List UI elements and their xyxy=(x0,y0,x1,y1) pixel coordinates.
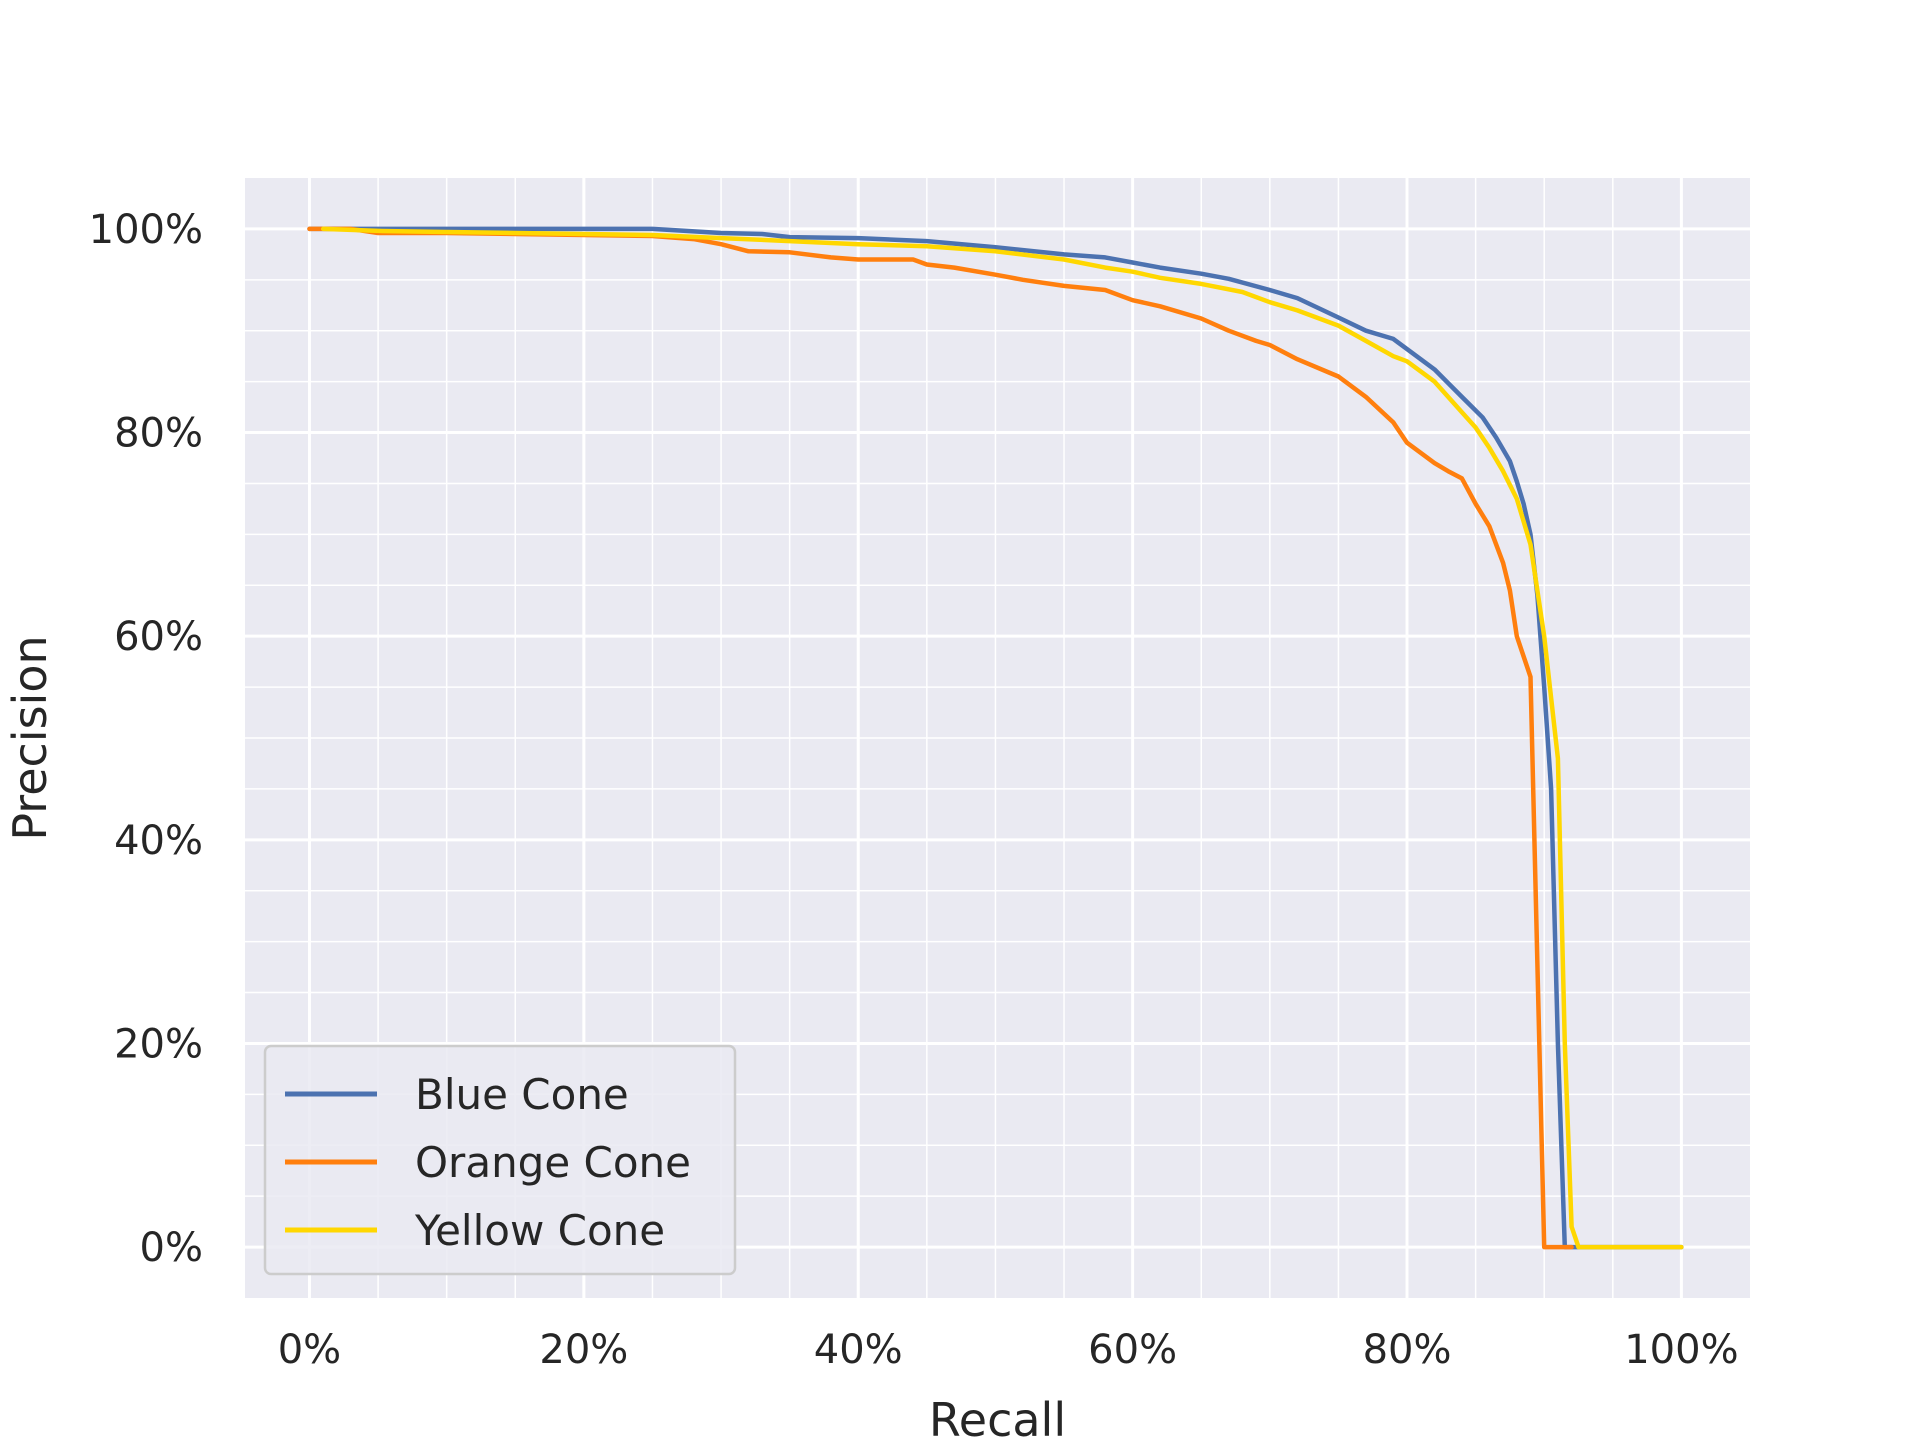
x-tick-label: 100% xyxy=(1624,1327,1738,1373)
y-tick-label: 40% xyxy=(114,818,203,864)
y-tick-label: 0% xyxy=(140,1225,203,1271)
y-axis-label: Precision xyxy=(3,635,57,840)
legend-label: Blue Cone xyxy=(415,1070,629,1119)
x-tick-label: 40% xyxy=(814,1327,903,1373)
series-line-yellow-cone xyxy=(320,226,1684,1250)
y-tick-label: 60% xyxy=(114,614,203,660)
y-axis-ticks: 0% 20% 40% 60% 80% 100% xyxy=(89,207,203,1271)
legend-label: Yellow Cone xyxy=(414,1206,665,1255)
legend: Blue Cone Orange Cone Yellow Cone xyxy=(263,1044,737,1276)
x-axis-ticks: 0% 20% 40% 60% 80% 100% xyxy=(278,1327,1739,1373)
series-layer xyxy=(307,226,1684,1250)
y-tick-label: 80% xyxy=(114,411,203,457)
series-line-blue-cone xyxy=(307,226,1684,1250)
x-axis-label: Recall xyxy=(929,1393,1066,1440)
legend-label: Orange Cone xyxy=(415,1138,691,1187)
x-tick-label: 60% xyxy=(1088,1327,1177,1373)
y-tick-label: 100% xyxy=(89,207,203,253)
x-tick-label: 20% xyxy=(539,1327,628,1373)
x-tick-label: 80% xyxy=(1363,1327,1452,1373)
x-tick-label: 0% xyxy=(278,1327,341,1373)
y-tick-label: 20% xyxy=(114,1021,203,1067)
legend-box xyxy=(263,1044,737,1276)
